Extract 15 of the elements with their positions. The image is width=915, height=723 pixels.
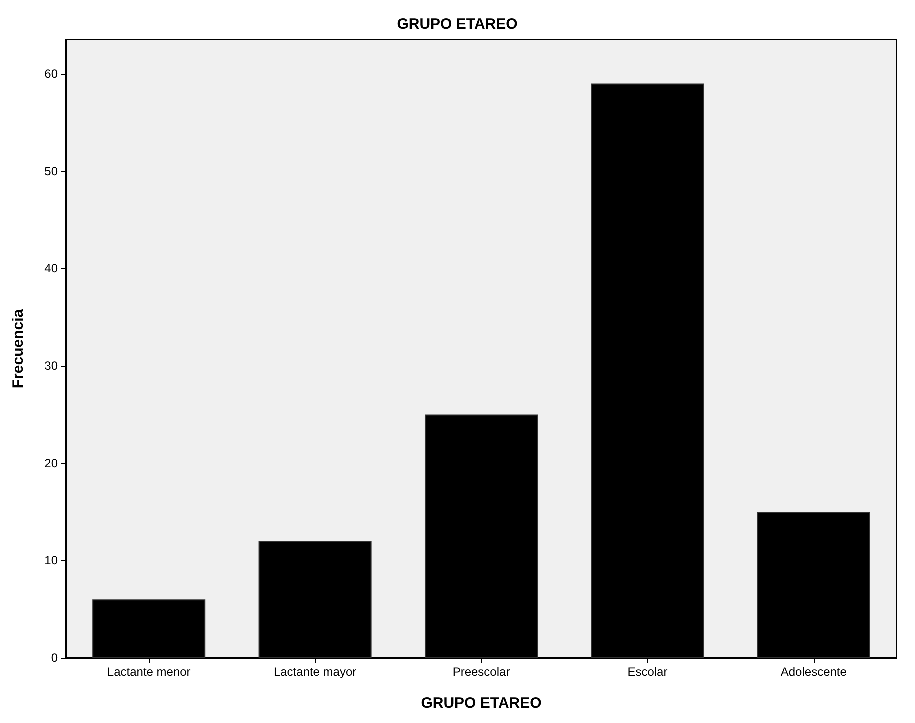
x-tick-label: Lactante mayor: [274, 665, 357, 679]
x-tick-label: Preescolar: [452, 665, 510, 679]
x-tick-label: Escolar: [628, 665, 668, 679]
x-tick-label: Lactante menor: [107, 665, 191, 679]
chart-title: GRUPO ETAREO: [397, 16, 518, 33]
x-tick-label: Adolescente: [780, 665, 848, 679]
y-axis-title: Frecuencia: [10, 308, 27, 389]
y-tick-label: 30: [44, 359, 58, 374]
y-tick-label: 20: [44, 456, 58, 470]
y-tick-label: 10: [44, 554, 58, 568]
y-tick-label: 50: [44, 164, 58, 178]
y-tick-label: 60: [44, 67, 58, 82]
y-tick-label: 0: [51, 651, 58, 665]
y-tick-label: 40: [44, 262, 58, 276]
x-axis-title: GRUPO ETAREO: [421, 695, 542, 712]
